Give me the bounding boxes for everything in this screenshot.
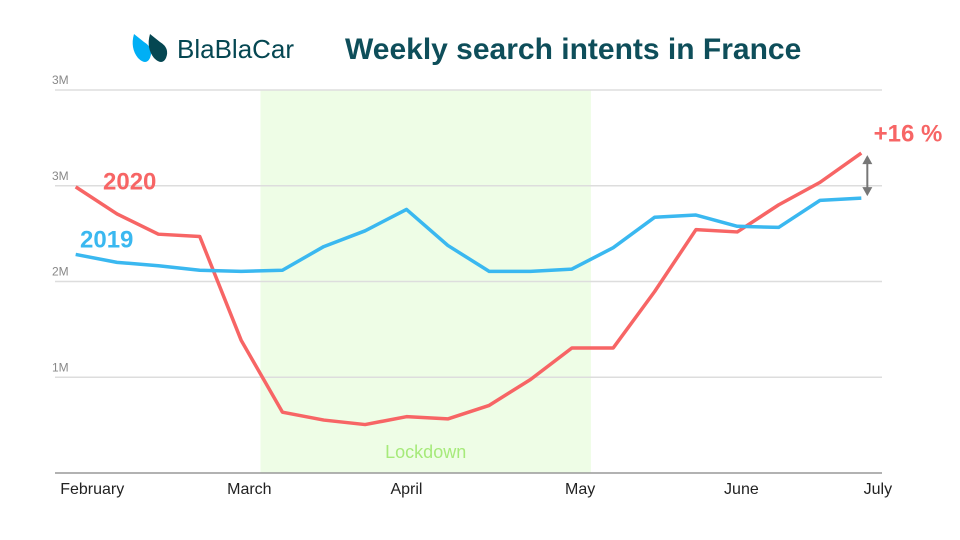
lockdown-label: Lockdown bbox=[385, 442, 466, 462]
series-line bbox=[75, 196, 862, 274]
y-tick-label: 3M bbox=[52, 169, 69, 183]
series-line bbox=[74, 151, 863, 427]
y-tick-label: 2M bbox=[52, 265, 69, 279]
series-label: 2019 bbox=[80, 226, 133, 253]
annotation: +16 % bbox=[874, 120, 943, 147]
arrow-head bbox=[862, 155, 873, 165]
x-tick-label: February bbox=[60, 481, 124, 498]
arrow-head bbox=[862, 187, 873, 197]
x-tick-label: May bbox=[565, 481, 595, 498]
series-label: 2020 bbox=[103, 168, 156, 195]
logo-icon bbox=[132, 34, 168, 62]
y-tick-label: 3M bbox=[52, 73, 69, 87]
x-tick-label: April bbox=[390, 481, 422, 498]
y-tick-label: 1M bbox=[52, 360, 69, 374]
chart-title: Weekly search intents in France bbox=[345, 33, 801, 66]
x-tick-label: June bbox=[724, 481, 759, 498]
x-tick-label: March bbox=[227, 481, 271, 498]
x-tick-label: July bbox=[864, 481, 892, 498]
logo-text: BlaBlaCar bbox=[177, 34, 294, 64]
